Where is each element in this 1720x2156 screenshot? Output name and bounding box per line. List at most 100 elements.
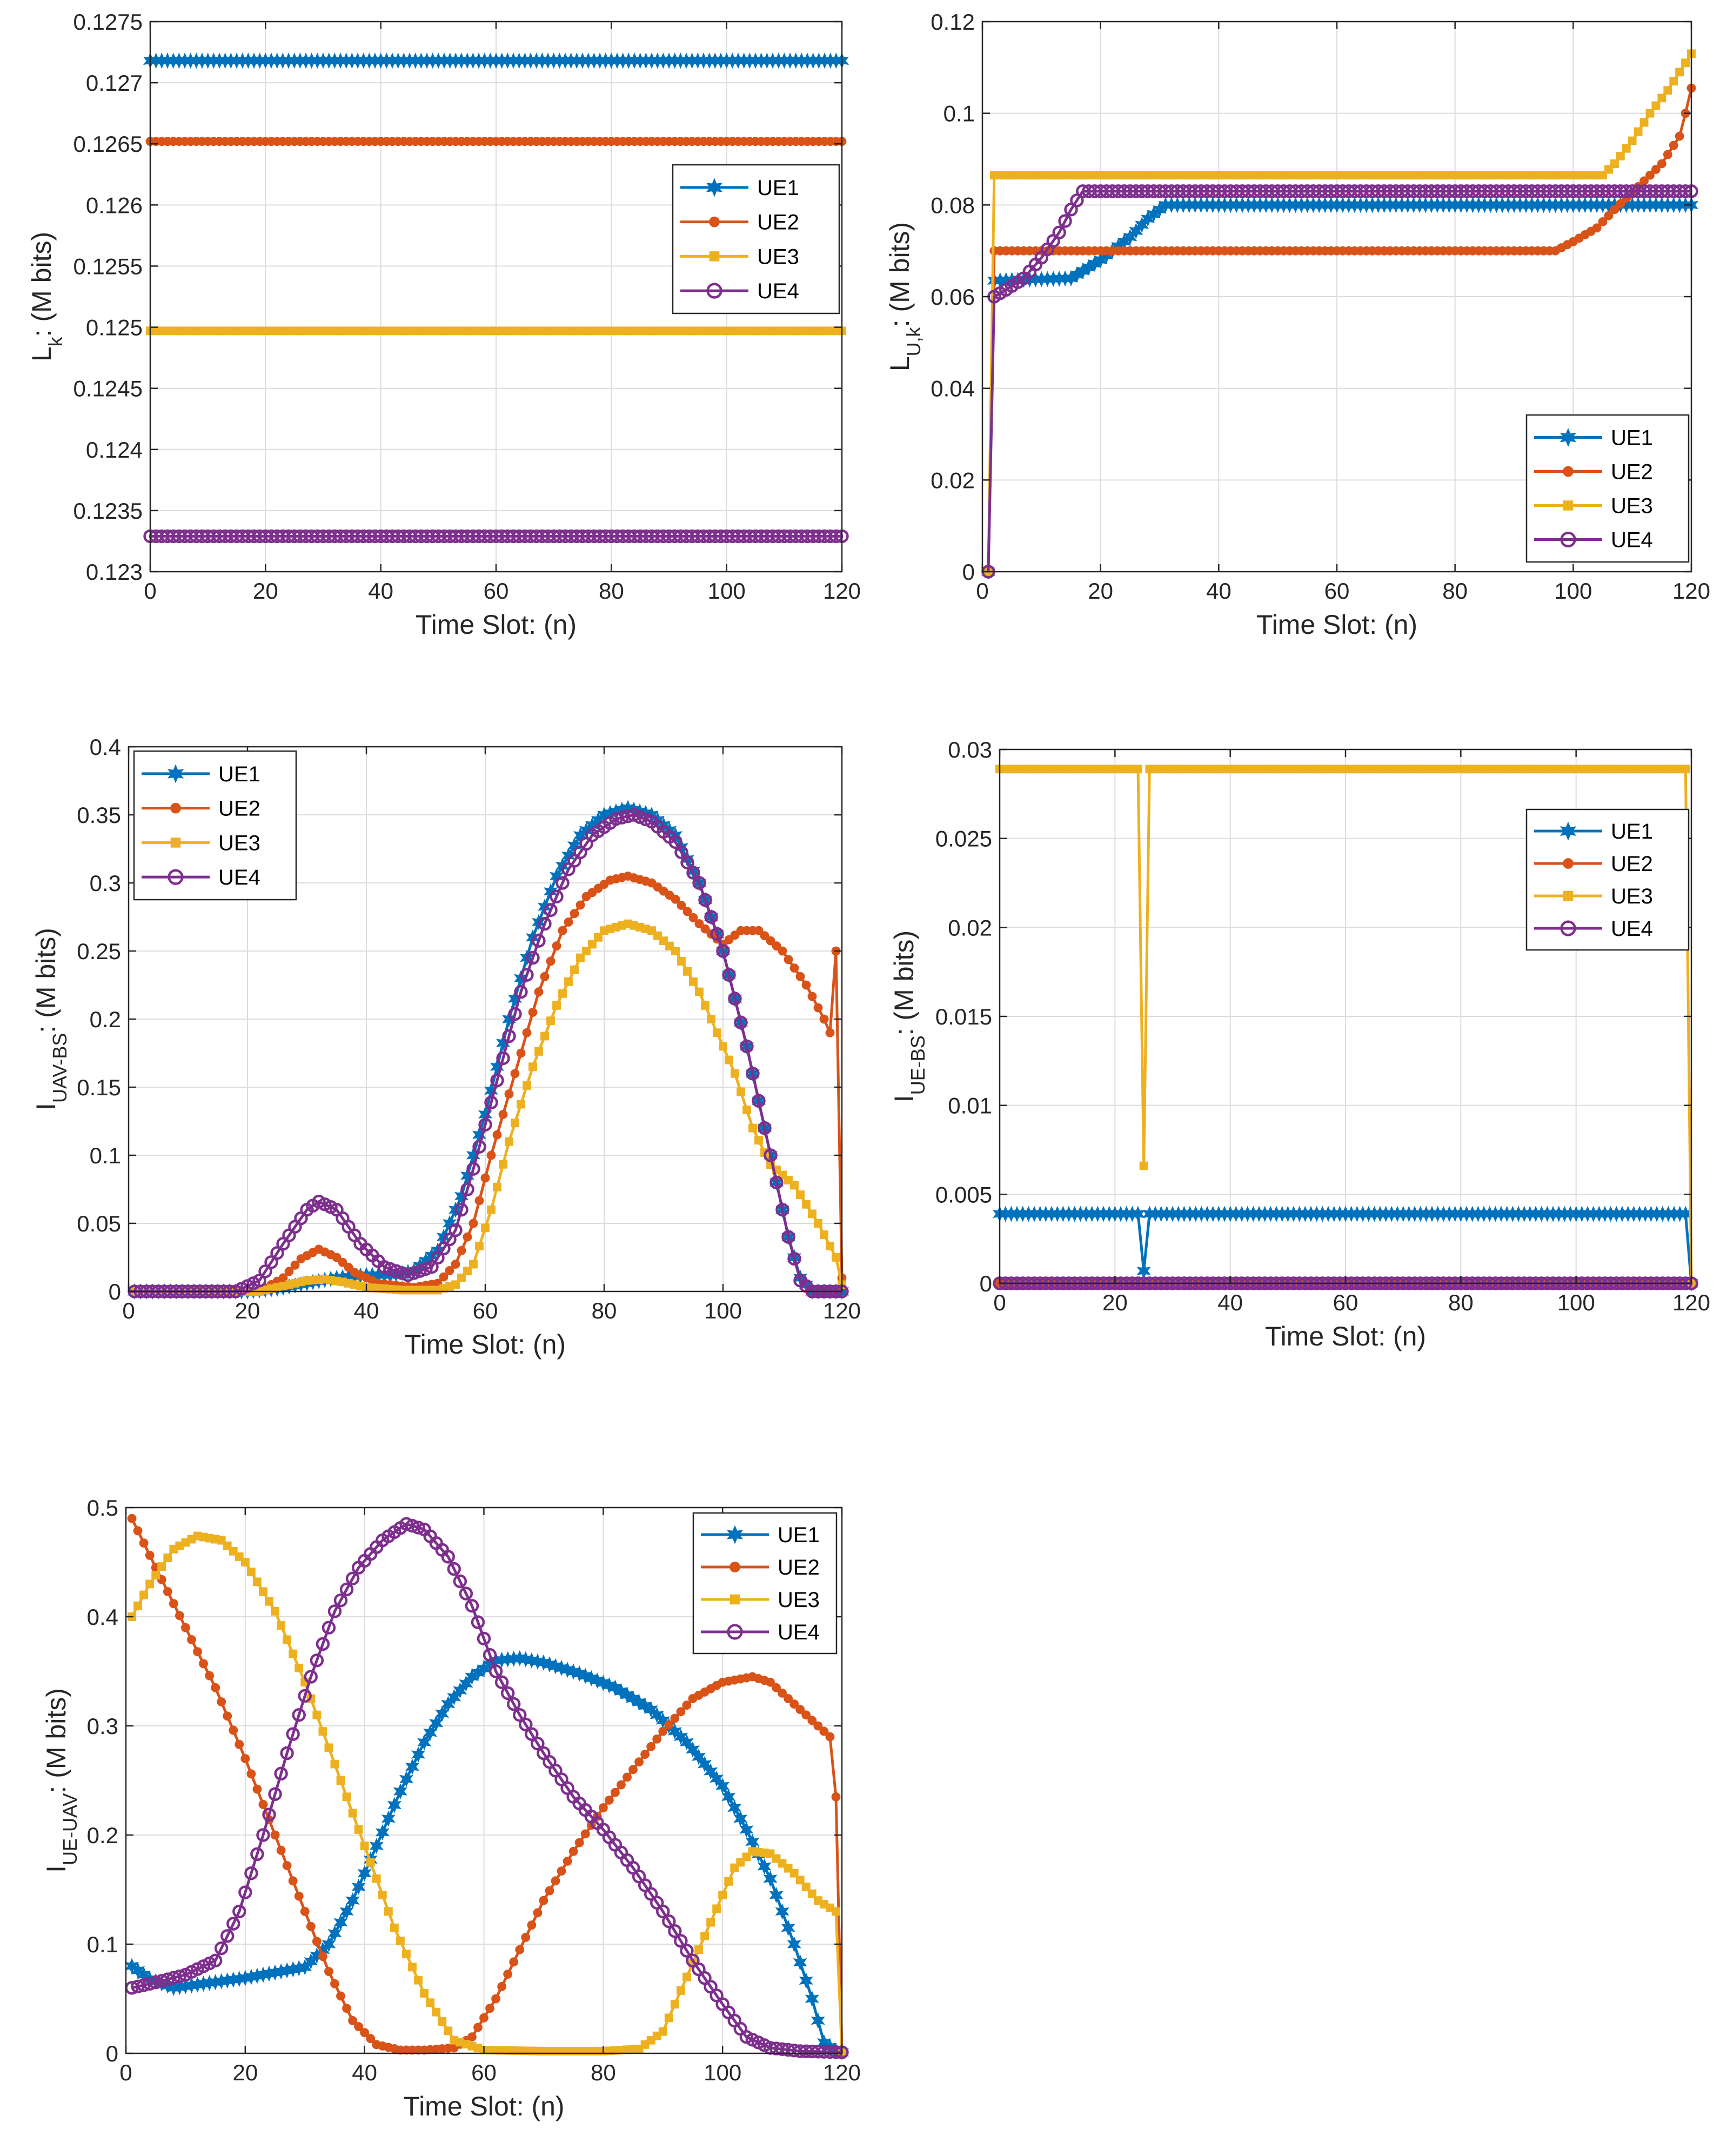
iuavbs-ue2-point-53 xyxy=(445,1266,454,1275)
iuavbs-ue3-point-95 xyxy=(695,987,704,996)
iueuav-xtick-label-1: 20 xyxy=(232,2060,258,2085)
iuavbs-ue3-point-113 xyxy=(802,1200,811,1209)
luk-ue3-point-110 xyxy=(1634,127,1643,136)
lk-legend-filled-circle-icon xyxy=(709,216,720,227)
iuavbs-ue3-point-71 xyxy=(552,1001,561,1010)
iuavbs-ue4-point-71 xyxy=(550,889,564,903)
iueuav-x-axis-label: Time Slot: (n) xyxy=(403,2091,564,2121)
luk-ue2-point-113 xyxy=(1651,165,1661,175)
lk-ytick-label-1: 0.1235 xyxy=(73,498,143,524)
iueuav-ue2-point-87 xyxy=(646,1742,656,1751)
iueuav-ue3-point-45 xyxy=(396,1937,405,1945)
iuavbs-ue4-point-92 xyxy=(674,845,688,860)
iueuav-ue2-point-20 xyxy=(246,1769,256,1779)
iuebs-ytick-label-0: 0 xyxy=(980,1271,992,1296)
iuavbs-y-axis-label: IUAV-BS: (M bits) xyxy=(31,928,71,1110)
iueuav-ue2-point-9 xyxy=(180,1623,190,1632)
iuavbs-xtick-label-1: 20 xyxy=(235,1298,260,1323)
iuavbs-ue4-point-48 xyxy=(413,1264,427,1278)
iueuav-ue2-point-69 xyxy=(539,1896,548,1905)
iueuav-y-axis-label: IUE-UAV: (M bits) xyxy=(41,1688,81,1873)
lk-y-axis-label-subscript: k xyxy=(44,336,66,346)
iuavbs-ue3-point-63 xyxy=(505,1137,513,1146)
iueuav-ue2-point-18 xyxy=(235,1739,244,1749)
iueuav-ue4-point-37 xyxy=(345,1571,360,1586)
iuavbs-ue3-point-73 xyxy=(564,977,573,986)
iuavbs-ue3-point-101 xyxy=(731,1069,739,1078)
iueuav-ue3-point-2 xyxy=(139,1590,149,1599)
iueuav-ue4-point-31 xyxy=(310,1653,324,1668)
luk-legend-label-ue2: UE2 xyxy=(1611,460,1653,484)
iuebs-ue3-point-25 xyxy=(1139,1161,1148,1170)
iuebs-y-axis-label-main: I xyxy=(889,1095,919,1102)
iueuav-ue4-point-17 xyxy=(226,1917,240,1931)
iueuav-ue3-point-97 xyxy=(706,1918,715,1927)
iuavbs-ue3-point-68 xyxy=(534,1047,543,1056)
iueuav-ue4-line xyxy=(131,1522,842,2054)
iueuav-ue2-point-15 xyxy=(217,1697,226,1706)
iuavbs-ue4-point-107 xyxy=(764,1148,778,1162)
iueuav-ue4-point-55 xyxy=(453,1574,467,1589)
iueuav-ue2-point-71 xyxy=(551,1876,560,1886)
iueuav-ue1-point-47 xyxy=(405,1758,420,1775)
luk-series-ue3 xyxy=(984,49,1696,576)
iueuav-ue1-point-39 xyxy=(357,1865,372,1882)
luk-series-ue2 xyxy=(983,83,1696,577)
lk-xtick-label-2: 40 xyxy=(368,578,393,604)
iuavbs-ue4-point-68 xyxy=(532,934,546,948)
iuavbs-x-axis-label: Time Slot: (n) xyxy=(405,1329,566,1360)
iuavbs-ue1-point-69 xyxy=(537,898,552,915)
iuavbs-ue3-point-54 xyxy=(451,1280,460,1289)
iueuav-ue3-point-50 xyxy=(426,1998,435,2007)
iuavbs-ue3-point-65 xyxy=(517,1100,525,1109)
iueuav-ue2-point-107 xyxy=(766,1677,775,1687)
luk-xtick-label-1: 20 xyxy=(1088,578,1113,604)
iueuav-ue3-point-43 xyxy=(384,1907,393,1916)
iuavbs-ue4-point-91 xyxy=(668,835,682,849)
iueuav-ue3-point-52 xyxy=(438,2017,447,2026)
iueuav-ue3-point-89 xyxy=(658,2027,667,2036)
iueuav-ue4-point-89 xyxy=(656,1904,670,1919)
iuavbs-ue4-point-93 xyxy=(680,855,694,869)
iueuav-ue4-point-34 xyxy=(327,1604,342,1618)
lk-y-axis-label: Lk: (M bits) xyxy=(26,232,66,361)
iuavbs-ue4-point-24 xyxy=(270,1246,284,1260)
iueuav-ue3-point-25 xyxy=(277,1621,286,1630)
iuavbs-ue2-point-115 xyxy=(813,1003,823,1013)
iuavbs-ue2-point-26 xyxy=(284,1267,294,1276)
iuavbs-ue2-point-61 xyxy=(492,1130,502,1140)
iuebs-series-ue1 xyxy=(992,1206,1699,1292)
iuavbs-ue2-point-58 xyxy=(474,1196,484,1206)
iuavbs-ue3-point-116 xyxy=(820,1230,828,1239)
iueuav-legend-label-ue4: UE4 xyxy=(778,1621,820,1644)
iuavbs-ue3-point-104 xyxy=(748,1123,757,1133)
iueuav-ue2-point-111 xyxy=(789,1699,799,1709)
iuavbs-ue4-point-95 xyxy=(692,876,706,890)
iuavbs-ytick-label-1: 0.05 xyxy=(77,1211,121,1236)
iueuav-ue2-point-26 xyxy=(282,1861,292,1870)
iuavbs-ue3-point-74 xyxy=(570,965,579,974)
luk-ue3-point-116 xyxy=(1669,77,1678,86)
lk-ytick-label-2: 0.124 xyxy=(86,437,143,463)
iuavbs-ue3-point-118 xyxy=(832,1253,840,1262)
iueuav-ue2-point-10 xyxy=(187,1635,196,1644)
iuebs-xtick-label-0: 0 xyxy=(993,1290,1006,1315)
iuavbs-ue2-point-66 xyxy=(522,1028,532,1037)
iuavbs-ue4-point-52 xyxy=(437,1241,451,1256)
iueuav-ue2-point-0 xyxy=(127,1514,137,1523)
iueuav-ue3-point-24 xyxy=(271,1606,279,1616)
luk-legend-filled-circle-icon xyxy=(1563,466,1574,477)
iueuav-ue2-point-114 xyxy=(807,1716,817,1725)
iuavbs-ue4-point-100 xyxy=(722,968,736,982)
iuavbs-ue3-point-56 xyxy=(463,1267,472,1276)
lk-legend-label-ue2: UE2 xyxy=(757,211,799,235)
iueuav-ue4-point-57 xyxy=(465,1599,479,1613)
iueuav-ue2-point-70 xyxy=(545,1886,554,1896)
iueuav-ue4-point-46 xyxy=(399,1517,413,1531)
iueuav-ue2-point-116 xyxy=(819,1726,829,1736)
iueuav-ue4-point-60 xyxy=(483,1648,497,1662)
luk-x-axis-label: Time Slot: (n) xyxy=(1256,610,1417,640)
iueuav-ue2-point-8 xyxy=(175,1611,184,1621)
luk-series-ue1 xyxy=(981,197,1699,580)
iueuav-ue1-point-35 xyxy=(333,1914,348,1931)
